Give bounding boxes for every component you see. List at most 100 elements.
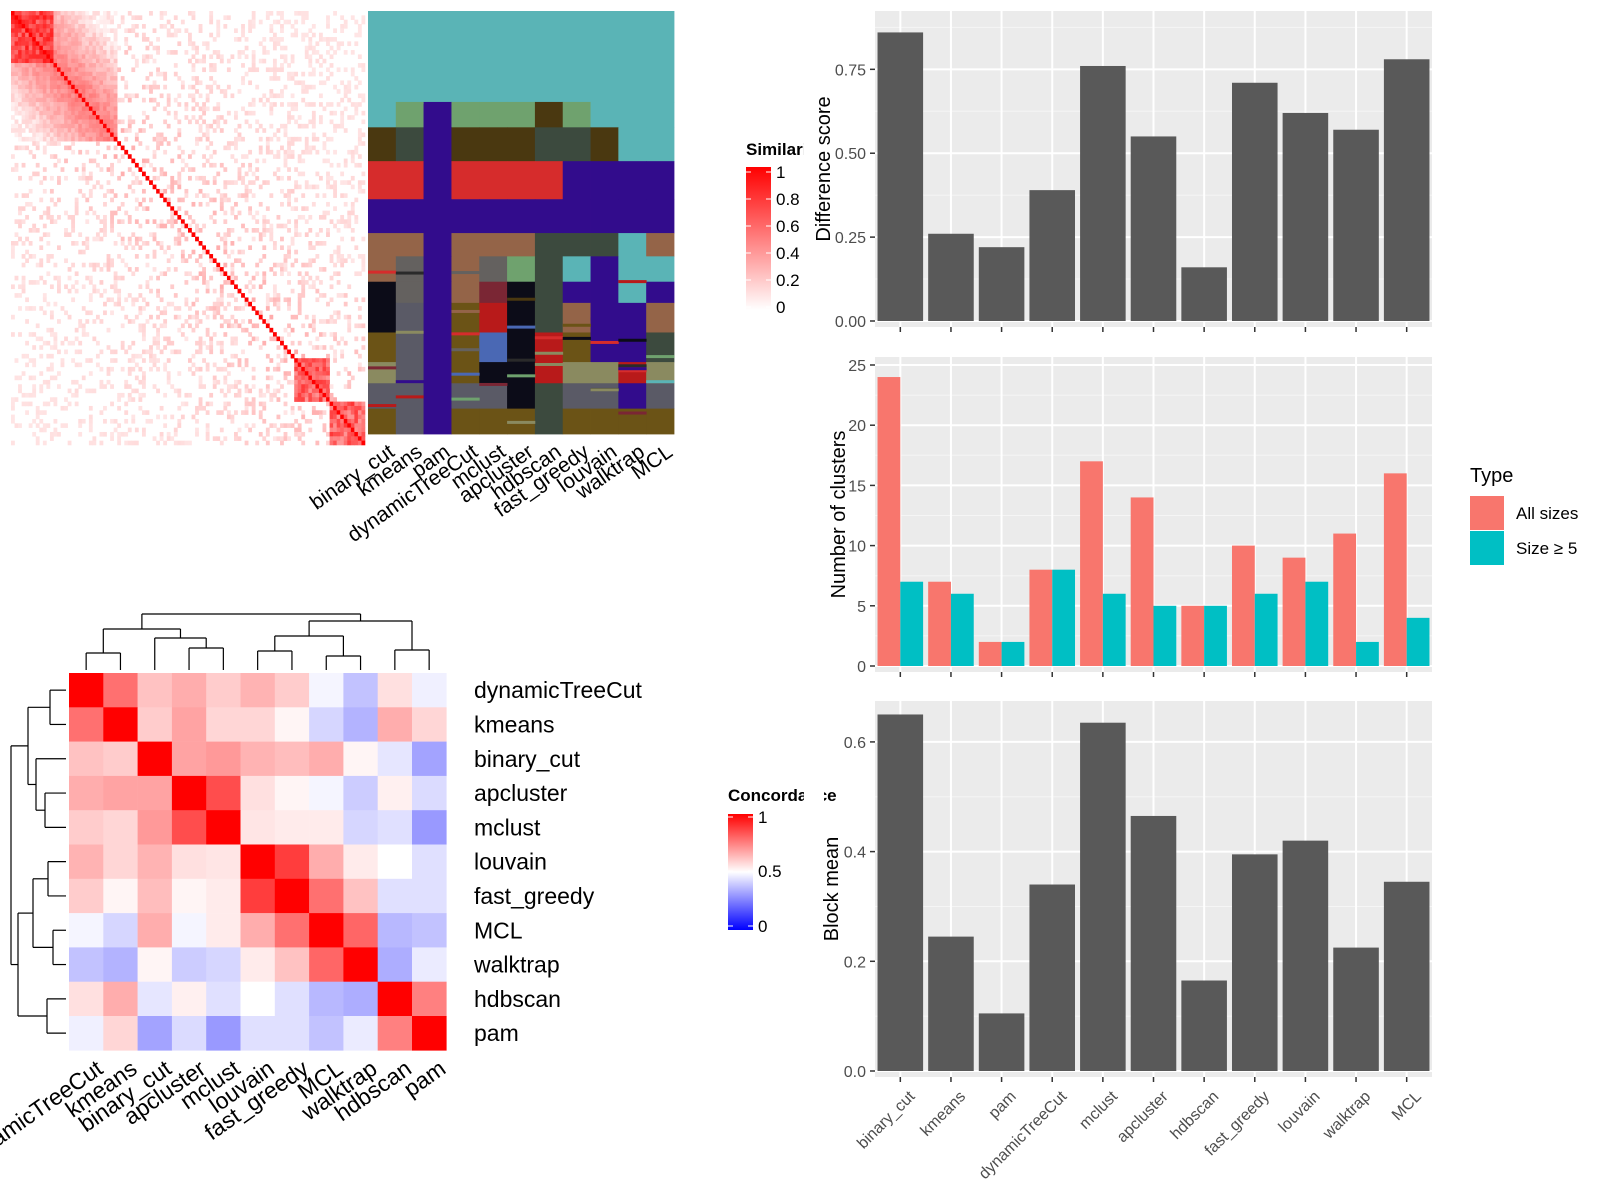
similarity-cell <box>46 19 51 25</box>
similarity-cell <box>336 245 341 250</box>
similarity-cell <box>11 50 15 55</box>
similarity-cell <box>18 15 22 20</box>
similarity-cell <box>106 58 111 64</box>
similarity-cell <box>88 67 93 73</box>
bar <box>928 936 974 1071</box>
similarity-cell <box>308 58 313 64</box>
concordance-cell <box>309 947 344 982</box>
similarity-cell <box>85 24 90 29</box>
similarity-cell <box>46 102 51 107</box>
similarity-cell <box>120 219 125 224</box>
similarity-cell <box>145 349 150 355</box>
similarity-cell <box>49 175 54 181</box>
similarity-cell <box>343 423 348 428</box>
similarity-cell <box>21 401 26 407</box>
similarity-cell <box>88 158 93 164</box>
similarity-cell <box>326 375 330 381</box>
bar <box>900 581 924 666</box>
similarity-cell <box>46 15 51 20</box>
similarity-cell <box>202 119 206 125</box>
similarity-cell <box>60 84 65 90</box>
similarity-cell <box>198 366 203 372</box>
similarity-cell <box>340 254 345 259</box>
similarity-cell <box>92 288 97 294</box>
similarity-cell <box>99 97 104 103</box>
similarity-cell <box>120 241 125 246</box>
similarity-cell <box>308 362 313 368</box>
similarity-cell <box>53 219 58 224</box>
bar <box>1231 854 1278 1071</box>
similarity-cell <box>354 162 359 168</box>
similarity-cell <box>14 423 19 428</box>
similarity-cell <box>333 271 337 277</box>
similarity-cell <box>131 271 136 277</box>
similarity-cell <box>149 197 153 203</box>
similarity-cell <box>166 267 171 272</box>
similarity-cell <box>46 110 51 116</box>
similarity-cell <box>74 11 79 16</box>
partition-cell <box>451 383 480 410</box>
similarity-cell <box>269 102 274 107</box>
y-tick-label: 0.00 <box>835 314 866 331</box>
similarity-cell <box>318 54 323 60</box>
similarity-cell <box>216 379 221 385</box>
similarity-cell <box>248 167 253 172</box>
similarity-cell <box>297 358 302 363</box>
similarity-cell <box>170 349 175 355</box>
similarity-cell <box>188 228 192 233</box>
similarity-cell <box>60 50 65 55</box>
x-tick-label: binary_cut <box>854 1088 919 1153</box>
similarity-cell <box>191 93 196 99</box>
similarity-cell <box>18 236 22 242</box>
similarity-cell <box>117 423 122 428</box>
similarity-cell <box>326 15 330 20</box>
similarity-cell <box>166 245 171 250</box>
similarity-cell <box>308 37 313 42</box>
similarity-cell <box>145 37 150 42</box>
similarity-cell <box>99 123 104 129</box>
similarity-cell <box>173 50 178 55</box>
similarity-cell <box>318 93 323 99</box>
similarity-cell <box>39 214 44 220</box>
similarity-cell <box>110 132 114 138</box>
partition-cell <box>646 362 675 384</box>
similarity-cell <box>258 258 263 264</box>
partition-stripe <box>451 271 480 275</box>
similarity-cell <box>177 232 182 237</box>
similarity-cell <box>262 45 267 51</box>
similarity-cell <box>11 401 15 407</box>
bar <box>1333 947 1379 1071</box>
similarity-cell <box>209 19 214 25</box>
similarity-cell <box>209 89 214 94</box>
similarity-cell <box>42 58 47 64</box>
similarity-cell <box>32 67 37 73</box>
similarity-cell <box>280 201 284 207</box>
similarity-cell <box>326 175 330 181</box>
similarity-cell <box>113 97 118 103</box>
similarity-cell <box>81 97 86 103</box>
partition-stripe <box>618 338 647 342</box>
similarity-cell <box>237 427 242 433</box>
similarity-cell <box>244 327 249 333</box>
similarity-cell <box>226 388 231 394</box>
similarity-cell <box>322 145 327 151</box>
similarity-cell <box>177 236 182 242</box>
legend-label-all-sizes: All sizes <box>1516 504 1578 523</box>
similarity-cell <box>340 336 345 342</box>
similarity-cell <box>42 232 47 237</box>
similarity-cell <box>11 37 15 42</box>
similarity-cell <box>340 214 345 220</box>
similarity-cell <box>173 136 178 142</box>
similarity-cell <box>361 236 366 242</box>
similarity-cell <box>350 410 355 415</box>
partition-stripe <box>534 336 564 340</box>
similarity-cell <box>106 258 111 264</box>
similarity-cell <box>170 384 175 389</box>
similarity-cell <box>159 223 164 229</box>
similarity-cell <box>163 136 168 142</box>
similarity-cell <box>39 67 44 73</box>
similarity-cell <box>131 145 136 151</box>
similarity-cell <box>134 197 139 203</box>
similarity-cell <box>71 102 76 107</box>
similarity-cell <box>74 201 79 207</box>
